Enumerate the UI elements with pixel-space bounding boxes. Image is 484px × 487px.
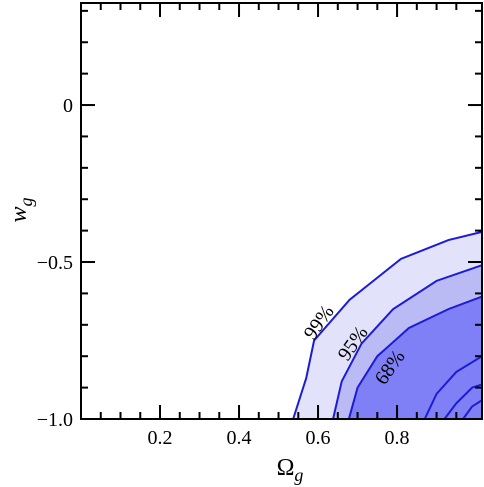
contour-line xyxy=(347,295,483,420)
x-tick-label: 0.2 xyxy=(148,427,173,449)
contour-line xyxy=(423,355,483,420)
y-tick-label: 0 xyxy=(63,95,73,117)
contour-line xyxy=(443,383,483,420)
y-axis-label-sub: g xyxy=(16,197,36,206)
y-axis-label-main: w xyxy=(6,206,32,222)
plot-frame xyxy=(80,2,483,420)
x-tick-label: 0.6 xyxy=(306,427,331,449)
x-axis-label-sub: g xyxy=(294,465,303,485)
x-tick-label: 0.8 xyxy=(385,427,410,449)
x-axis-label: Ωg xyxy=(277,455,304,485)
contour-line xyxy=(462,399,483,420)
x-tick-label: 0.4 xyxy=(227,427,252,449)
contour-line xyxy=(292,230,483,420)
y-tick-label: −0.5 xyxy=(37,252,73,274)
contour-fill xyxy=(348,296,482,419)
contour-line xyxy=(332,264,483,420)
y-axis-label: wg xyxy=(6,197,36,222)
y-tick-label: −1.0 xyxy=(37,409,73,431)
x-axis-label-main: Ω xyxy=(277,455,295,481)
